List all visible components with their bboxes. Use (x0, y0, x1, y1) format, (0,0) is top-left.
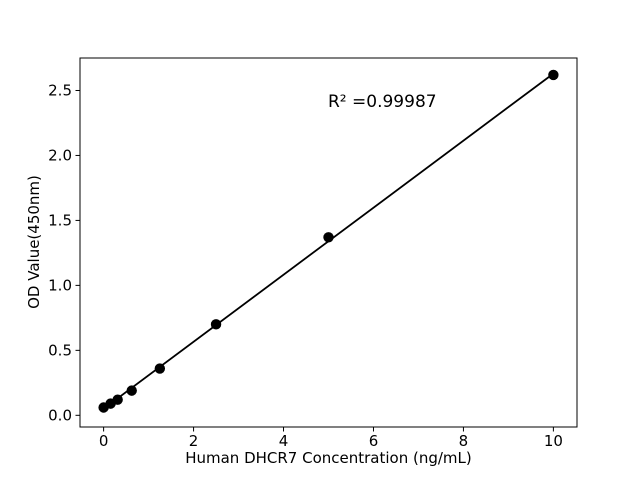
x-tick-label: 4 (279, 432, 289, 450)
x-tick-label: 0 (99, 432, 109, 450)
x-tick-label: 10 (544, 432, 563, 450)
x-tick-label: 8 (459, 432, 469, 450)
data-point (210, 319, 222, 330)
x-tick-label: 6 (369, 432, 379, 450)
data-point (548, 69, 559, 81)
y-tick-label: 0.0 (48, 406, 72, 424)
x-tick-label: 2 (189, 432, 199, 450)
data-point (154, 363, 166, 374)
y-axis-label: OD Value(450nm) (25, 175, 43, 309)
y-tick-label: 2.5 (48, 81, 72, 99)
y-tick-label: 0.5 (48, 341, 72, 359)
r-squared-annotation: R² =0.99987 (328, 92, 437, 112)
data-point (112, 394, 123, 405)
y-tick-label: 1.0 (48, 276, 72, 294)
y-tick-label: 1.5 (48, 211, 72, 229)
x-axis-label: Human DHCR7 Concentration (ng/mL) (185, 449, 472, 467)
y-tick-label: 2.0 (48, 146, 72, 164)
data-point (126, 385, 137, 396)
axes-spines (79, 57, 578, 428)
data-point (323, 232, 334, 243)
